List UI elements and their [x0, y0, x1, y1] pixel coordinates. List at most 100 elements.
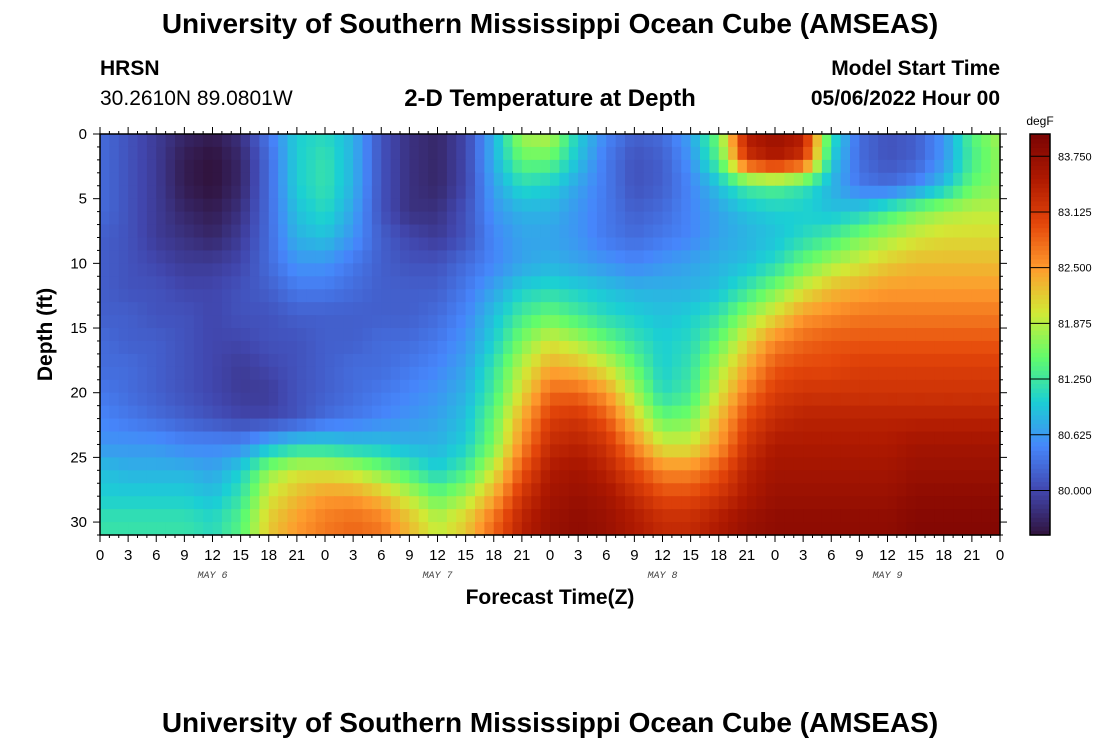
- heatmap-cell: [559, 522, 570, 536]
- heatmap-cell: [578, 315, 589, 329]
- heatmap-cell: [203, 353, 214, 368]
- heatmap-cell: [709, 444, 720, 458]
- heatmap-cell: [259, 457, 270, 471]
- heatmap-cell: [343, 366, 354, 381]
- heatmap-cell: [981, 211, 992, 226]
- heatmap-cell: [859, 483, 870, 497]
- heatmap-cell: [371, 496, 382, 510]
- colorbar-band: [1030, 254, 1050, 260]
- heatmap-cell: [381, 431, 392, 446]
- heatmap-cell: [193, 146, 204, 161]
- heatmap-cell: [475, 250, 485, 264]
- heatmap-cell: [643, 263, 654, 277]
- heatmap-cell: [625, 496, 635, 510]
- heatmap-cell: [334, 263, 345, 277]
- heatmap-cell: [568, 405, 579, 420]
- heatmap-cell: [540, 263, 551, 277]
- heatmap-cell: [578, 353, 589, 368]
- heatmap-cell: [971, 289, 982, 303]
- heatmap-cell: [746, 159, 757, 174]
- heatmap-cell: [690, 172, 701, 187]
- heatmap-cell: [540, 431, 551, 446]
- heatmap-cell: [793, 315, 804, 329]
- heatmap-cell: [250, 496, 260, 510]
- heatmap-cell: [803, 470, 814, 484]
- heatmap-cell: [737, 276, 748, 290]
- heatmap-cell: [943, 340, 954, 355]
- heatmap-cell: [184, 185, 195, 200]
- heatmap-cell: [240, 470, 251, 484]
- heatmap-cell: [887, 392, 898, 407]
- heatmap-cell: [325, 328, 335, 342]
- heatmap-cell: [212, 302, 223, 316]
- heatmap-cell: [193, 496, 204, 510]
- heatmap-cell: [831, 211, 842, 226]
- heatmap-cell: [428, 211, 439, 226]
- heatmap-cell: [587, 522, 598, 536]
- heatmap-cell: [878, 483, 889, 497]
- heatmap-cell: [325, 146, 335, 161]
- heatmap-cell: [250, 315, 260, 329]
- heatmap-cell: [212, 418, 223, 433]
- heatmap-cell: [887, 379, 898, 394]
- heatmap-cell: [428, 353, 439, 368]
- heatmap-cell: [887, 159, 898, 174]
- heatmap-cell: [756, 315, 767, 329]
- heatmap-cell: [503, 366, 514, 381]
- heatmap-cell: [306, 457, 317, 471]
- heatmap-cell: [681, 263, 692, 277]
- heatmap-cell: [259, 444, 270, 458]
- heatmap-cell: [925, 211, 935, 226]
- heatmap-cell: [746, 237, 757, 252]
- heatmap-cell: [681, 237, 692, 252]
- heatmap-cell: [681, 522, 692, 536]
- heatmap-cell: [765, 134, 776, 148]
- heatmap-cell: [700, 159, 710, 174]
- heatmap-cell: [428, 431, 439, 446]
- heatmap-cell: [850, 496, 860, 510]
- heatmap-cell: [906, 366, 917, 381]
- heatmap-cell: [587, 457, 598, 471]
- heatmap-cell: [878, 509, 889, 523]
- heatmap-cell: [118, 366, 129, 381]
- heatmap-cell: [831, 146, 842, 161]
- heatmap-cell: [306, 134, 317, 148]
- heatmap-cell: [878, 237, 889, 252]
- heatmap-cell: [184, 457, 195, 471]
- heatmap-cell: [343, 405, 354, 420]
- heatmap-cell: [203, 198, 214, 213]
- x-tick-label: 21: [514, 547, 531, 564]
- heatmap-cell: [634, 392, 645, 407]
- heatmap-cell: [887, 457, 898, 471]
- heatmap-cell: [643, 392, 654, 407]
- heatmap-cell: [925, 134, 935, 148]
- heatmap-cell: [850, 146, 860, 161]
- heatmap-cell: [681, 405, 692, 420]
- heatmap-cell: [343, 444, 354, 458]
- heatmap-cell: [212, 134, 223, 148]
- heatmap-cell: [146, 522, 157, 536]
- heatmap-cell: [118, 431, 129, 446]
- heatmap-cell: [165, 198, 176, 213]
- heatmap-cell: [681, 457, 692, 471]
- heatmap-cell: [315, 146, 326, 161]
- heatmap-cell: [906, 224, 917, 239]
- heatmap-cell: [128, 457, 139, 471]
- heatmap-cell: [906, 289, 917, 303]
- heatmap-cell: [446, 496, 457, 510]
- heatmap-cell: [212, 315, 223, 329]
- heatmap-cell: [887, 172, 898, 187]
- heatmap-cell: [118, 392, 129, 407]
- heatmap-cell: [953, 509, 964, 523]
- heatmap-cell: [812, 457, 823, 471]
- heatmap-cell: [634, 185, 645, 200]
- heatmap-cell: [915, 315, 926, 329]
- heatmap-cell: [278, 392, 289, 407]
- heatmap-cell: [325, 496, 335, 510]
- heatmap-cell: [971, 211, 982, 226]
- heatmap-cell: [428, 444, 439, 458]
- heatmap-cell: [306, 405, 317, 420]
- heatmap-cell: [484, 483, 495, 497]
- heatmap-cell: [709, 146, 720, 161]
- heatmap-cell: [746, 496, 757, 510]
